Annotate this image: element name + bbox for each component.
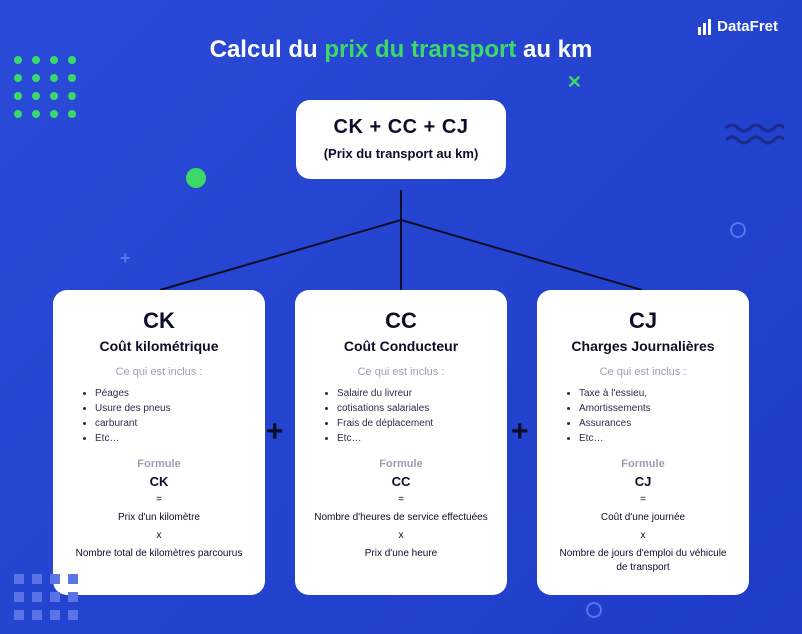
circle-outline-icon [586, 602, 602, 618]
includes-label: Ce qui est inclus : [71, 366, 247, 378]
circle-outline-icon [730, 222, 746, 238]
list-item: Etc… [337, 431, 489, 446]
root-node: CK + CC + CJ (Prix du transport au km) [296, 100, 506, 179]
card-ck: CK Coût kilométrique Ce qui est inclus :… [53, 290, 265, 595]
formula-term-a: Coût d'une journée [555, 511, 731, 525]
formula-op: x [313, 529, 489, 543]
formula-eq: = [555, 493, 731, 507]
list-item: Frais de déplacement [337, 416, 489, 431]
formula-op: x [555, 529, 731, 543]
formula-label: Formule [71, 458, 247, 470]
formula-term-a: Prix d'un kilomètre [71, 511, 247, 525]
formula-term-b: Prix d'une heure [313, 547, 489, 561]
formula-code: CJ [555, 474, 731, 489]
waves-decoration-icon [724, 120, 784, 150]
formula-eq: = [313, 493, 489, 507]
card-cc: CC Coût Conducteur Ce qui est inclus : S… [295, 290, 507, 595]
bar-chart-icon [698, 19, 711, 35]
list-item: Usure des pneus [95, 401, 247, 416]
brand-name: DataFret [717, 18, 778, 35]
formula-term-b: Nombre de jours d'emploi du véhicule de … [555, 547, 731, 575]
list-item: Amortissements [579, 401, 731, 416]
root-formula: CK + CC + CJ [322, 116, 480, 139]
title-accent: prix du transport [324, 36, 516, 63]
includes-list: Taxe à l'essieu, Amortissements Assuranc… [579, 386, 731, 446]
plus-decoration-icon: + [120, 248, 131, 269]
plus-operator: + [511, 415, 529, 449]
list-item: Taxe à l'essieu, [579, 386, 731, 401]
formula-label: Formule [313, 458, 489, 470]
card-title: Charges Journalières [555, 338, 731, 354]
dots-decoration-icon [14, 56, 76, 118]
list-item: Etc… [95, 431, 247, 446]
card-title: Coût Conducteur [313, 338, 489, 354]
list-item: Péages [95, 386, 247, 401]
plus-decoration-icon: ✕ [567, 72, 582, 93]
card-cj: CJ Charges Journalières Ce qui est inclu… [537, 290, 749, 595]
formula-code: CK [71, 474, 247, 489]
formula-term-b: Nombre total de kilomètres parcourus [71, 547, 247, 561]
card-code: CC [313, 308, 489, 334]
list-item: Etc… [579, 431, 731, 446]
brand-logo: DataFret [698, 18, 778, 35]
plus-operator: + [266, 415, 284, 449]
formula-eq: = [71, 493, 247, 507]
formula-label: Formule [555, 458, 731, 470]
root-subtitle: (Prix du transport au km) [322, 145, 480, 163]
list-item: Salaire du livreur [337, 386, 489, 401]
formula-op: x [71, 529, 247, 543]
cards-row: CK Coût kilométrique Ce qui est inclus :… [0, 290, 802, 595]
card-title: Coût kilométrique [71, 338, 247, 354]
formula-code: CC [313, 474, 489, 489]
includes-label: Ce qui est inclus : [313, 366, 489, 378]
title-prefix: Calcul du [210, 36, 325, 63]
card-code: CJ [555, 308, 731, 334]
list-item: Assurances [579, 416, 731, 431]
squares-decoration-icon [14, 574, 78, 620]
includes-list: Salaire du livreur cotisations salariale… [337, 386, 489, 446]
title-suffix: au km [516, 36, 592, 63]
circle-decoration-icon [186, 168, 206, 188]
includes-label: Ce qui est inclus : [555, 366, 731, 378]
page-title: Calcul du prix du transport au km [0, 0, 802, 64]
formula-term-a: Nombre d'heures de service effectuées [313, 511, 489, 525]
includes-list: Péages Usure des pneus carburant Etc… [95, 386, 247, 446]
list-item: cotisations salariales [337, 401, 489, 416]
list-item: carburant [95, 416, 247, 431]
card-code: CK [71, 308, 247, 334]
